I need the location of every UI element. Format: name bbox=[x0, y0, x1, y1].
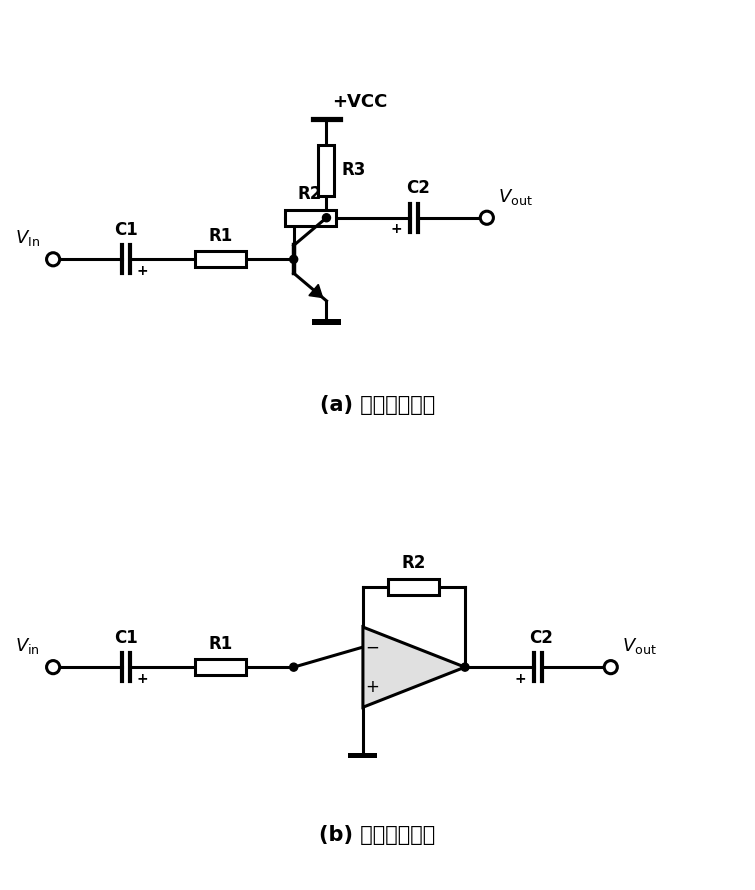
Text: C1: C1 bbox=[114, 221, 138, 239]
Bar bbox=[285, 210, 335, 226]
Circle shape bbox=[47, 253, 60, 266]
Text: $V_{\rm out}$: $V_{\rm out}$ bbox=[498, 187, 532, 206]
Text: R1: R1 bbox=[208, 227, 233, 245]
Text: C1: C1 bbox=[114, 628, 138, 647]
Bar bbox=[196, 251, 246, 267]
Text: $+$: $+$ bbox=[365, 678, 379, 696]
Bar bbox=[388, 579, 439, 595]
Circle shape bbox=[480, 211, 494, 224]
Bar bbox=[349, 753, 378, 758]
Text: $-$: $-$ bbox=[365, 638, 379, 656]
Text: +VCC: +VCC bbox=[332, 93, 387, 110]
Text: R1: R1 bbox=[208, 635, 233, 652]
Text: +: + bbox=[390, 222, 402, 236]
Text: R2: R2 bbox=[298, 185, 322, 203]
Text: +: + bbox=[515, 672, 526, 685]
Bar bbox=[312, 320, 341, 325]
Text: C2: C2 bbox=[529, 628, 553, 647]
Polygon shape bbox=[363, 627, 465, 708]
Text: R2: R2 bbox=[402, 554, 426, 572]
Text: C2: C2 bbox=[405, 179, 430, 198]
Text: +: + bbox=[136, 672, 148, 685]
Text: (b) 视作运放之后: (b) 视作运放之后 bbox=[319, 825, 436, 845]
Circle shape bbox=[290, 255, 297, 263]
Circle shape bbox=[47, 660, 60, 674]
Text: R3: R3 bbox=[341, 161, 365, 180]
Circle shape bbox=[322, 214, 331, 222]
Circle shape bbox=[604, 660, 618, 674]
Text: $V_{\rm out}$: $V_{\rm out}$ bbox=[621, 636, 656, 656]
Text: $V_{\rm in}$: $V_{\rm in}$ bbox=[15, 636, 40, 656]
Circle shape bbox=[290, 663, 297, 671]
Text: +: + bbox=[136, 263, 148, 278]
Bar bbox=[319, 145, 334, 196]
Text: (a) 单管放大电路: (a) 单管放大电路 bbox=[320, 395, 435, 415]
Text: $V_{\rm In}$: $V_{\rm In}$ bbox=[15, 229, 40, 248]
Bar bbox=[196, 659, 246, 676]
Polygon shape bbox=[309, 285, 322, 297]
Circle shape bbox=[461, 663, 469, 671]
